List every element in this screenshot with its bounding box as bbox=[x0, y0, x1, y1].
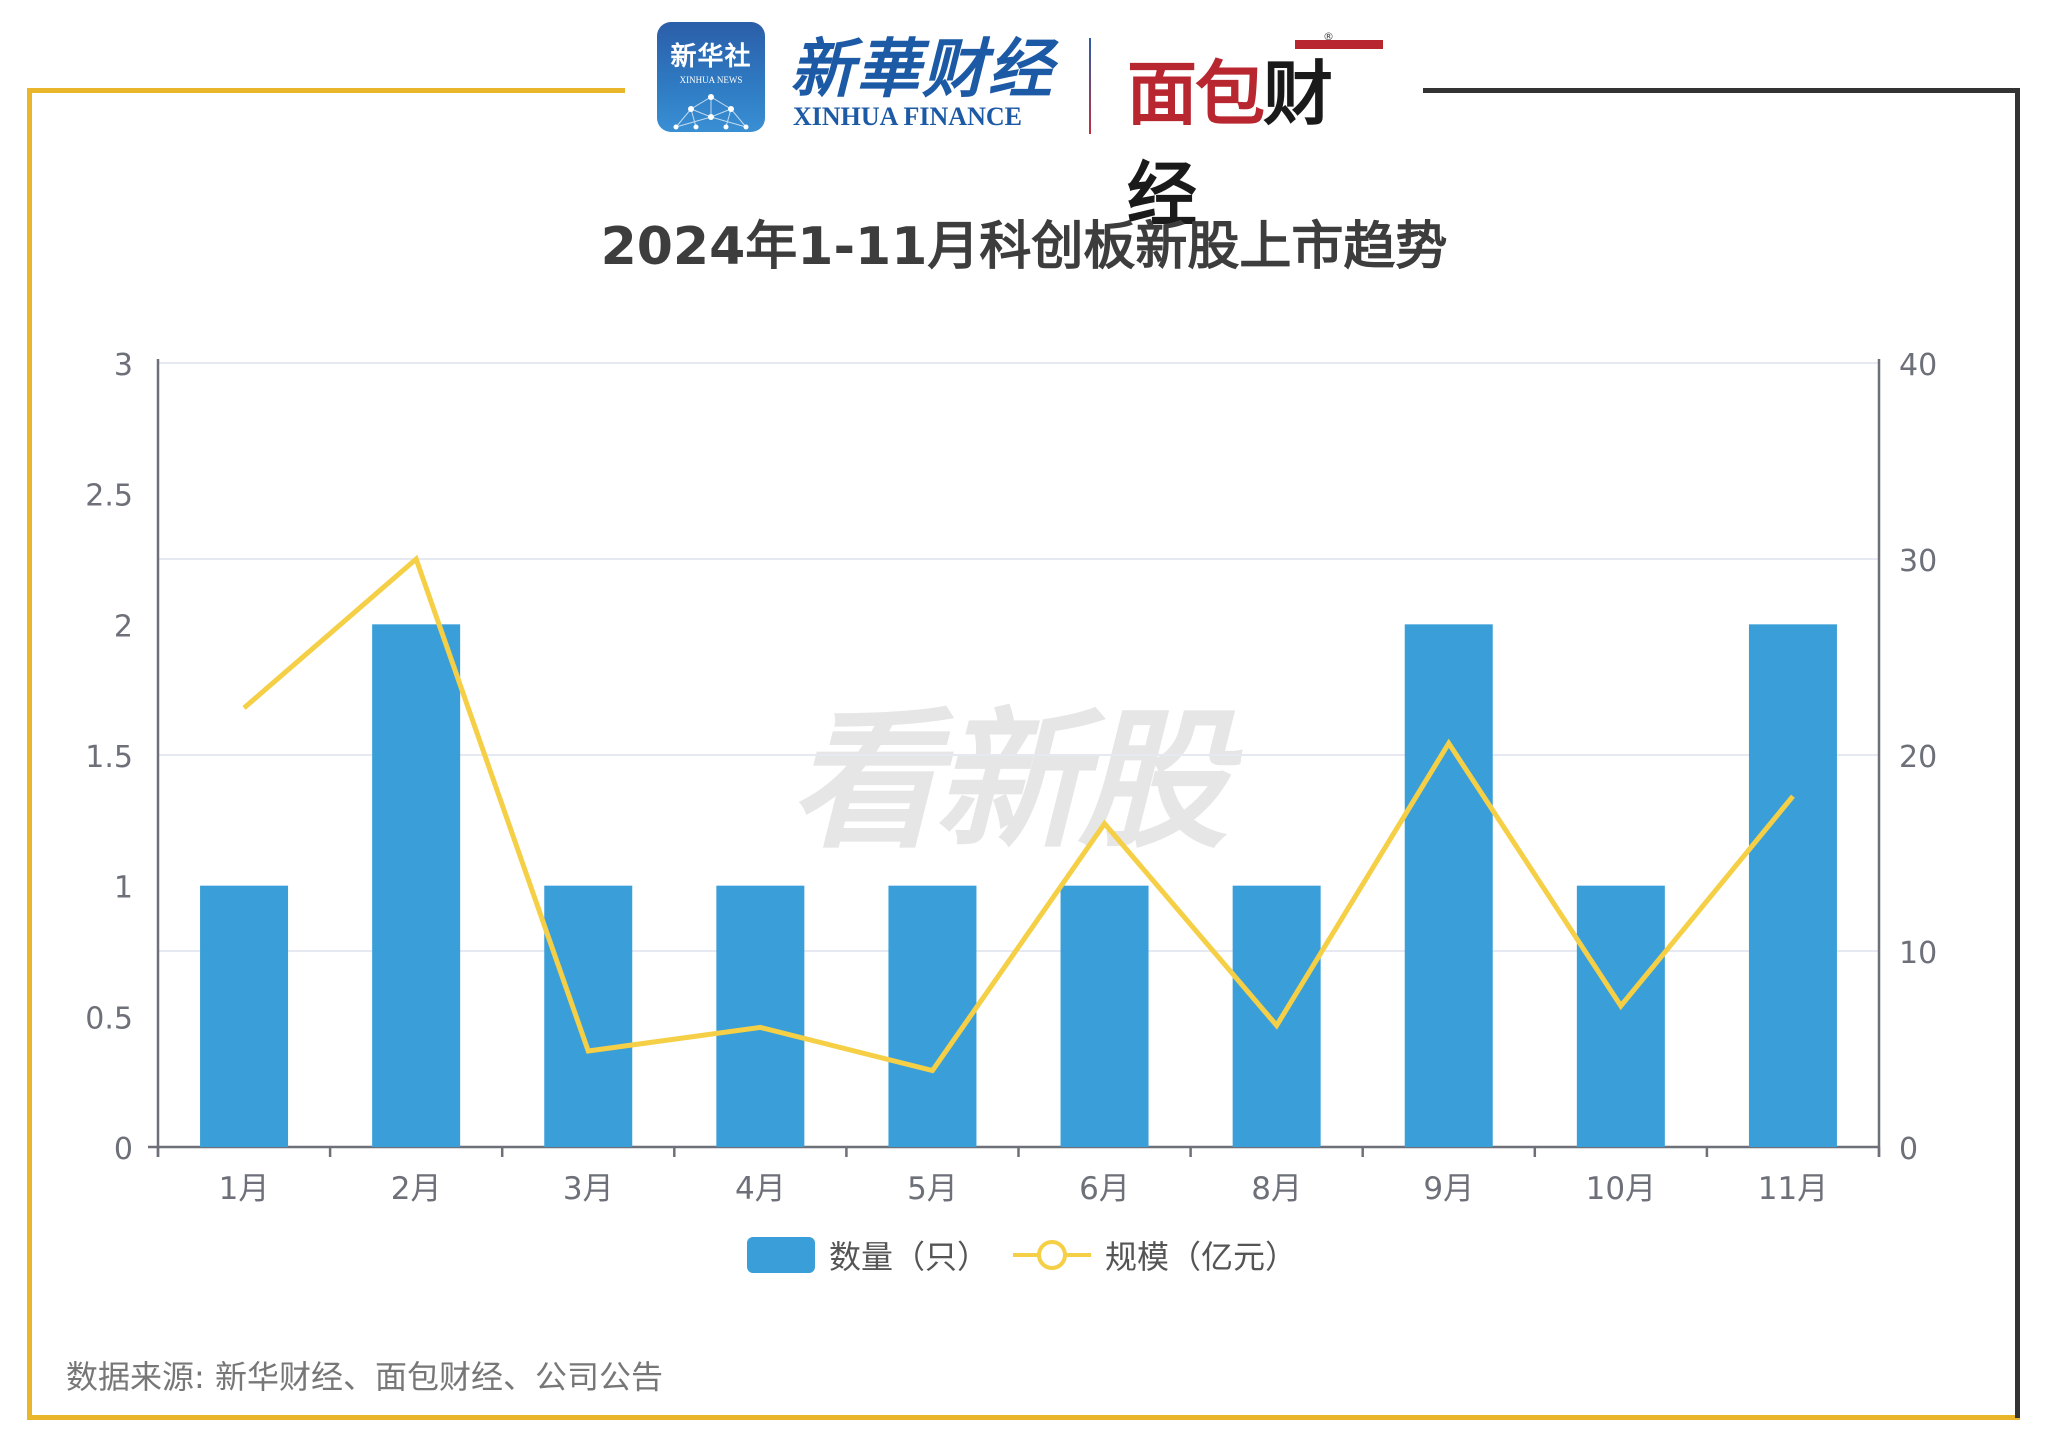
left-axis-tick-label: 1 bbox=[114, 871, 133, 906]
bar[interactable] bbox=[1404, 624, 1493, 1147]
bar-swatch-icon bbox=[747, 1237, 815, 1273]
line-circle-marker-icon bbox=[1013, 1240, 1091, 1270]
left-axis-tick-label: 2.5 bbox=[85, 479, 133, 514]
axis-labels: 0 10 20 30 40 0 0.5 1 1.5 2 2.5 3 1月 2月 3月 4月 5月 6月 8月 9月 10… bbox=[85, 348, 1937, 1207]
right-axis-tick-label: 0 bbox=[1899, 1132, 1918, 1167]
network-icon bbox=[673, 94, 749, 130]
frame-left-line bbox=[27, 88, 32, 1420]
left-axis-tick-label: 0.5 bbox=[85, 1001, 133, 1036]
x-axis-category-label: 3月 bbox=[563, 1171, 614, 1207]
left-axis-tick-label: 1.5 bbox=[85, 740, 133, 775]
frame-top-right-line bbox=[1423, 88, 2020, 93]
bar-series bbox=[200, 624, 1837, 1147]
logo-divider bbox=[1089, 38, 1091, 134]
registered-mark: ® bbox=[1323, 30, 1334, 43]
bar[interactable] bbox=[1576, 885, 1665, 1147]
bar[interactable] bbox=[888, 885, 977, 1147]
frame-top-left-line bbox=[27, 88, 625, 93]
x-axis-category-label: 10月 bbox=[1586, 1171, 1656, 1207]
x-axis-category-label: 1月 bbox=[219, 1171, 270, 1207]
xinhua-finance-logo-cn: 新華财经 bbox=[790, 34, 1054, 105]
legend-item-scale[interactable]: 规模（亿元） bbox=[1013, 1232, 1297, 1278]
x-axis-category-label: 8月 bbox=[1251, 1171, 1302, 1207]
legend-item-count[interactable]: 数量（只） bbox=[747, 1232, 989, 1278]
frame-right-line bbox=[2015, 88, 2020, 1418]
right-axis-tick-label: 20 bbox=[1899, 740, 1937, 775]
frame-bottom-line bbox=[27, 1415, 2020, 1420]
mianbao-logo-part1: 面包 bbox=[1127, 53, 1265, 135]
x-axis-category-label: 6月 bbox=[1079, 1171, 1130, 1207]
bar[interactable] bbox=[544, 885, 633, 1147]
bar[interactable] bbox=[200, 885, 289, 1147]
legend-label-scale: 规模（亿元） bbox=[1105, 1238, 1298, 1276]
header-logos: 新华社 XINHUA NEWS 新華财经 XINHUA FINANCE ® 面包… bbox=[655, 18, 1395, 236]
x-axis-category-label: 5月 bbox=[907, 1171, 958, 1207]
legend-label-count: 数量（只） bbox=[829, 1238, 990, 1276]
left-axis-tick-label: 2 bbox=[114, 609, 133, 644]
x-axis-category-label: 4月 bbox=[735, 1171, 786, 1207]
watermark: 看新股 bbox=[790, 695, 1228, 869]
mianbao-finance-logo: 面包财经 bbox=[1127, 38, 1395, 240]
x-axis-category-label: 2月 bbox=[391, 1171, 442, 1207]
x-axis-category-label: 11月 bbox=[1758, 1171, 1828, 1207]
bar[interactable] bbox=[372, 624, 461, 1147]
x-axis-category-label: 9月 bbox=[1423, 1171, 1474, 1207]
bar[interactable] bbox=[1060, 885, 1149, 1147]
scale-line[interactable] bbox=[242, 554, 1795, 1074]
line-series bbox=[242, 554, 1795, 1074]
right-axis-tick-label: 40 bbox=[1899, 348, 1937, 383]
bar[interactable] bbox=[716, 885, 805, 1147]
mianbao-logo-bar bbox=[1295, 40, 1383, 49]
bar[interactable] bbox=[1232, 885, 1321, 1147]
xinhua-badge-cn: 新华社 bbox=[670, 42, 752, 72]
data-source-note: 数据来源: 新华财经、面包财经、公司公告 bbox=[66, 1358, 663, 1396]
left-axis-tick-label: 0 bbox=[114, 1132, 133, 1167]
xinhua-finance-logo-en: XINHUA FINANCE bbox=[793, 102, 1022, 131]
bar[interactable] bbox=[1748, 624, 1837, 1147]
xinhua-news-logo: 新华社 XINHUA NEWS bbox=[657, 22, 765, 132]
right-axis-tick-label: 10 bbox=[1899, 936, 1937, 971]
xinhua-badge-en: XINHUA NEWS bbox=[679, 75, 743, 85]
left-axis-tick-label: 3 bbox=[114, 348, 133, 383]
right-axis-tick-label: 30 bbox=[1899, 544, 1937, 579]
chart-title: 2024年1-11月科创板新股上市趋势 bbox=[600, 217, 1448, 277]
mianbao-logo-part2: 财经 bbox=[1127, 53, 1333, 236]
